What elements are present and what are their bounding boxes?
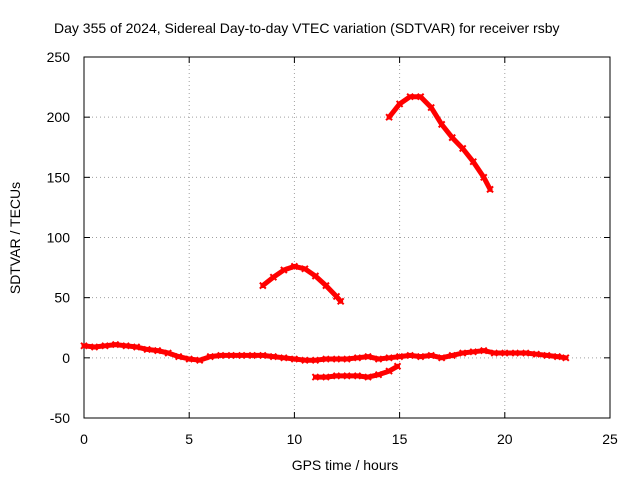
data-point	[395, 352, 404, 361]
data-point	[427, 103, 435, 112]
data-series	[80, 93, 570, 381]
data-point	[259, 351, 267, 360]
data-point	[395, 100, 404, 108]
data-point	[132, 343, 141, 351]
y-tick-label: 50	[54, 290, 70, 306]
data-point	[206, 352, 214, 361]
data-point	[153, 346, 162, 355]
series-line-arc-2	[386, 94, 493, 192]
data-point	[217, 351, 225, 360]
data-point	[332, 372, 341, 380]
data-point	[437, 354, 446, 362]
data-point	[416, 352, 425, 361]
data-point	[122, 342, 130, 350]
data-point	[543, 351, 551, 360]
data-point	[522, 349, 530, 357]
data-point	[553, 352, 562, 361]
data-point	[238, 351, 246, 360]
data-point	[311, 356, 320, 364]
grid	[84, 57, 610, 418]
x-axis-label: GPS time / hours	[292, 457, 399, 473]
data-point	[427, 351, 435, 360]
data-point	[562, 354, 570, 362]
data-point	[385, 113, 393, 121]
data-point	[393, 362, 402, 370]
data-point	[343, 355, 351, 363]
y-tick-label: -50	[50, 410, 70, 426]
data-point	[143, 345, 151, 354]
data-point	[490, 349, 498, 357]
data-point	[322, 355, 330, 363]
x-tick-label: 20	[497, 431, 513, 447]
data-point	[480, 173, 488, 182]
data-point	[459, 349, 467, 357]
chart-title: Day 355 of 2024, Sidereal Day-to-day VTE…	[54, 20, 560, 36]
data-point	[469, 348, 477, 356]
data-point	[227, 351, 235, 360]
data-point	[364, 352, 372, 361]
data-point	[364, 373, 372, 381]
x-tick-label: 5	[185, 431, 193, 447]
y-axis-label: SDTVAR / TECUs	[7, 182, 23, 294]
data-point	[196, 356, 204, 364]
y-tick-label: 0	[62, 350, 70, 366]
data-point	[185, 355, 193, 363]
plot-frame	[83, 56, 611, 419]
data-point	[280, 354, 288, 362]
data-point	[290, 355, 299, 363]
data-point	[448, 133, 456, 142]
data-point	[532, 350, 541, 358]
data-point	[174, 352, 183, 361]
data-point	[486, 185, 494, 194]
data-point	[290, 262, 299, 271]
data-point	[332, 355, 341, 363]
data-point	[259, 281, 267, 290]
data-point	[353, 372, 362, 380]
x-tick-label: 0	[80, 431, 88, 447]
y-tick-label: 200	[47, 109, 71, 125]
x-tick-label: 25	[602, 431, 618, 447]
data-point	[448, 351, 456, 360]
data-point	[311, 373, 320, 381]
y-axis: -50 0 50 100 150 200 250	[47, 49, 610, 426]
x-tick-label: 15	[392, 431, 408, 447]
y-tick-label: 150	[47, 169, 71, 185]
data-point	[374, 355, 383, 363]
data-point	[374, 370, 383, 379]
data-point	[437, 120, 446, 129]
data-point	[322, 373, 330, 381]
data-point	[406, 351, 414, 360]
x-axis: 0 5 10 15 20 25	[80, 57, 618, 447]
data-point	[269, 352, 278, 361]
data-point	[501, 349, 509, 357]
data-point	[280, 266, 288, 274]
data-point	[459, 144, 467, 153]
data-point	[248, 351, 257, 360]
data-point	[311, 272, 320, 280]
data-point	[480, 346, 488, 355]
data-point	[343, 372, 351, 380]
data-point	[385, 354, 393, 362]
data-point	[90, 343, 99, 351]
data-point	[336, 297, 345, 305]
data-point	[301, 356, 309, 364]
data-point	[301, 265, 309, 273]
data-point	[385, 367, 393, 375]
x-tick-label: 10	[287, 431, 303, 447]
data-point	[269, 273, 278, 281]
data-point	[164, 349, 172, 357]
data-point	[406, 93, 414, 101]
y-tick-label: 100	[47, 230, 71, 246]
data-point	[80, 342, 88, 350]
data-point	[469, 157, 477, 166]
data-point	[322, 281, 330, 290]
y-tick-label: 250	[47, 49, 71, 65]
data-point	[416, 93, 425, 101]
data-point	[101, 342, 109, 350]
data-point	[353, 354, 362, 362]
data-point	[511, 349, 520, 357]
data-point	[111, 340, 120, 349]
